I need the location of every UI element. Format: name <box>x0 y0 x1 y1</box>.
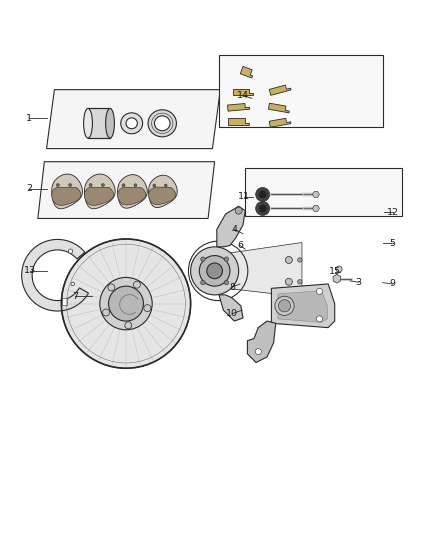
Polygon shape <box>38 161 215 219</box>
Bar <box>245 168 403 216</box>
Polygon shape <box>52 174 82 209</box>
Circle shape <box>316 288 322 294</box>
Ellipse shape <box>84 108 92 138</box>
Circle shape <box>258 204 267 213</box>
Circle shape <box>134 184 137 187</box>
Circle shape <box>100 277 152 330</box>
Polygon shape <box>268 103 290 113</box>
Polygon shape <box>118 175 147 208</box>
Circle shape <box>144 305 151 312</box>
Polygon shape <box>278 290 327 322</box>
Polygon shape <box>85 188 113 205</box>
Text: 14: 14 <box>237 91 249 100</box>
Circle shape <box>102 309 110 316</box>
Text: 4: 4 <box>231 225 237 234</box>
Circle shape <box>336 266 342 272</box>
Ellipse shape <box>106 108 114 138</box>
Polygon shape <box>217 206 245 247</box>
Polygon shape <box>227 243 302 297</box>
Polygon shape <box>233 89 254 95</box>
Circle shape <box>109 286 144 321</box>
Text: 3: 3 <box>356 278 362 287</box>
Circle shape <box>201 280 205 285</box>
Polygon shape <box>228 118 249 125</box>
Circle shape <box>71 282 74 286</box>
Circle shape <box>191 247 239 295</box>
Circle shape <box>286 278 292 285</box>
Text: 13: 13 <box>25 266 36 276</box>
Circle shape <box>199 256 230 286</box>
Circle shape <box>153 184 156 187</box>
Circle shape <box>256 201 270 215</box>
Text: 8: 8 <box>229 282 235 292</box>
Polygon shape <box>118 187 146 205</box>
Text: 7: 7 <box>72 292 78 301</box>
Polygon shape <box>269 85 291 95</box>
Text: 6: 6 <box>237 241 243 250</box>
Ellipse shape <box>155 116 170 131</box>
Circle shape <box>61 239 191 368</box>
Bar <box>88 108 110 138</box>
Text: 2: 2 <box>26 184 32 193</box>
Circle shape <box>286 256 292 263</box>
Polygon shape <box>62 298 67 305</box>
Circle shape <box>108 284 115 291</box>
Circle shape <box>125 322 132 329</box>
Polygon shape <box>85 174 115 209</box>
Polygon shape <box>148 175 177 207</box>
Circle shape <box>275 296 294 316</box>
Polygon shape <box>333 274 341 283</box>
Polygon shape <box>227 103 250 111</box>
Text: 9: 9 <box>390 279 396 288</box>
Text: 15: 15 <box>328 267 341 276</box>
Circle shape <box>256 188 270 201</box>
Circle shape <box>297 280 302 284</box>
Circle shape <box>258 190 267 199</box>
Polygon shape <box>219 295 243 321</box>
Circle shape <box>68 249 73 253</box>
Circle shape <box>279 300 290 312</box>
Circle shape <box>122 184 125 187</box>
Circle shape <box>255 349 261 354</box>
Ellipse shape <box>121 113 143 134</box>
Circle shape <box>164 184 167 187</box>
Ellipse shape <box>148 110 177 137</box>
Circle shape <box>57 183 60 187</box>
Text: 11: 11 <box>238 192 251 201</box>
Polygon shape <box>312 191 319 198</box>
Circle shape <box>224 257 229 261</box>
Text: 10: 10 <box>226 309 238 318</box>
Polygon shape <box>269 118 291 127</box>
Circle shape <box>235 207 242 214</box>
Ellipse shape <box>126 118 138 129</box>
Text: 1: 1 <box>26 114 32 123</box>
Circle shape <box>224 280 229 285</box>
Polygon shape <box>240 67 253 78</box>
Text: 5: 5 <box>390 239 396 248</box>
Circle shape <box>134 281 141 288</box>
Polygon shape <box>312 205 319 212</box>
Bar <box>219 55 383 127</box>
Polygon shape <box>21 239 88 311</box>
Circle shape <box>297 258 302 262</box>
Circle shape <box>201 257 205 261</box>
Text: 12: 12 <box>387 208 399 217</box>
Polygon shape <box>272 284 335 328</box>
Polygon shape <box>46 90 220 149</box>
Polygon shape <box>247 321 276 362</box>
Circle shape <box>89 183 92 187</box>
Polygon shape <box>148 187 176 205</box>
Circle shape <box>316 316 322 322</box>
Polygon shape <box>52 188 81 205</box>
Circle shape <box>69 183 72 187</box>
Circle shape <box>207 263 223 279</box>
Circle shape <box>101 183 104 187</box>
